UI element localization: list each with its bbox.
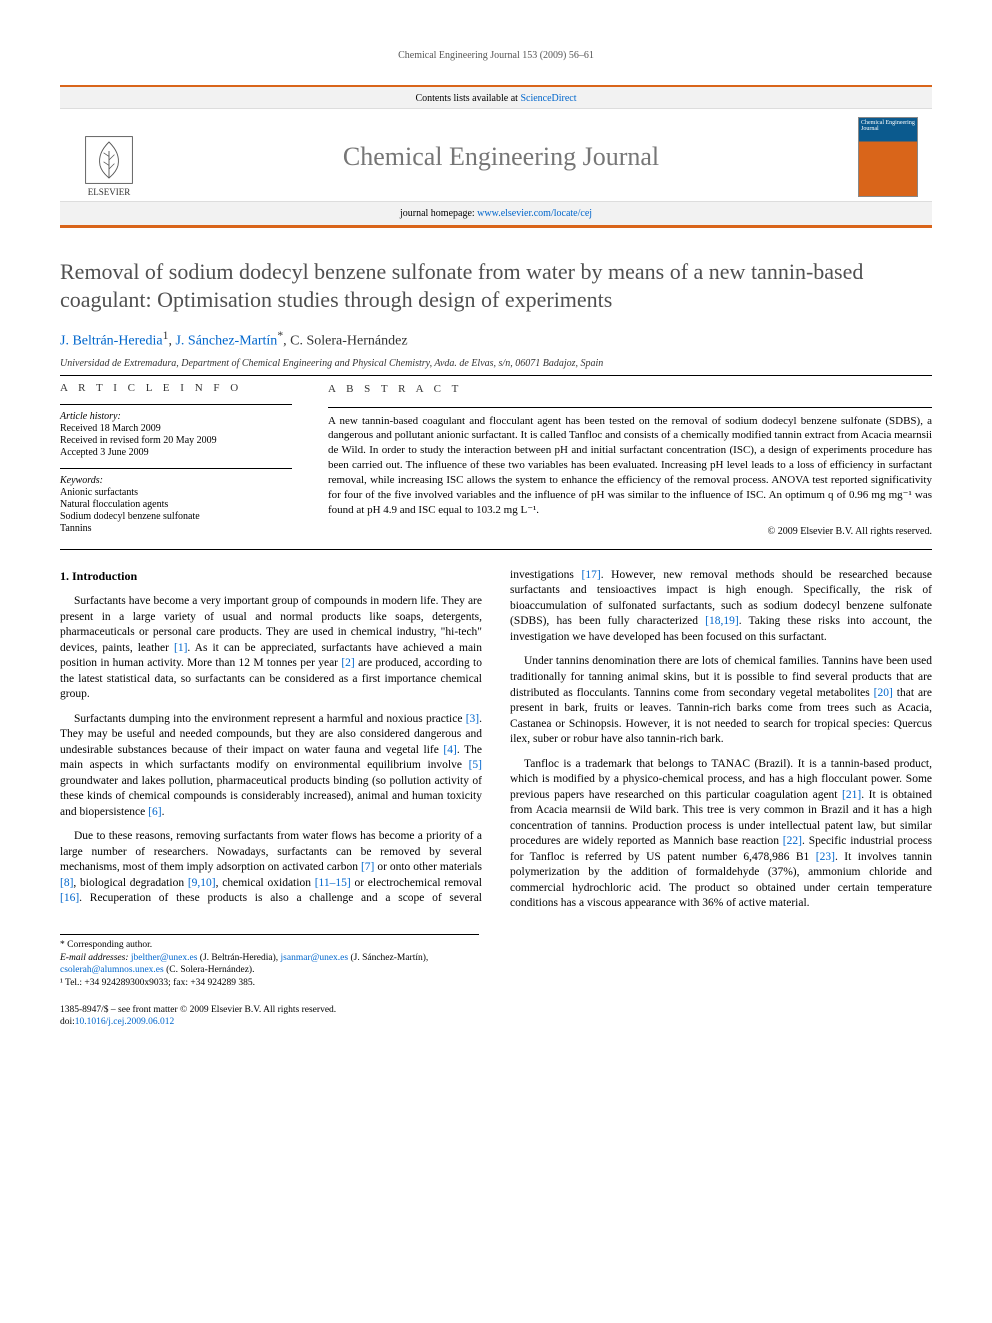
history-label: Article history:: [60, 411, 292, 422]
citation-link[interactable]: [17]: [582, 569, 601, 581]
citation-link[interactable]: [8]: [60, 877, 73, 889]
author-link[interactable]: J. Beltrán-Heredia: [60, 334, 163, 349]
article-meta: a r t i c l e i n f o Article history: R…: [60, 382, 932, 539]
paragraph: Surfactants have become a very important…: [60, 594, 482, 703]
email-line: E-mail addresses: jbelther@unex.es (J. B…: [60, 952, 479, 978]
banner-main: ELSEVIER Chemical Engineering Journal Ch…: [60, 109, 932, 201]
footer: 1385-8947/$ – see front matter © 2009 El…: [60, 1004, 932, 1029]
elsevier-label: ELSEVIER: [88, 187, 131, 197]
front-matter: 1385-8947/$ – see front matter © 2009 El…: [60, 1004, 932, 1016]
paragraph: Under tannins denomination there are lot…: [510, 654, 932, 747]
footnotes: * Corresponding author. E-mail addresses…: [60, 934, 479, 990]
history-revised: Received in revised form 20 May 2009: [60, 435, 292, 446]
citation-link[interactable]: [11–15]: [315, 877, 351, 889]
author-link[interactable]: J. Sánchez-Martín: [175, 334, 277, 349]
sciencedirect-link[interactable]: ScienceDirect: [520, 93, 576, 104]
banner-homepage-bar: journal homepage: www.elsevier.com/locat…: [60, 201, 932, 225]
homepage-label: journal homepage:: [400, 208, 477, 219]
citation-link[interactable]: [9,10]: [188, 877, 216, 889]
elsevier-tree-icon: [82, 133, 136, 187]
article-info-label: a r t i c l e i n f o: [60, 382, 292, 394]
keywords-label: Keywords:: [60, 475, 292, 486]
elsevier-logo: ELSEVIER: [74, 117, 144, 197]
affiliation: Universidad de Extremadura, Department o…: [60, 358, 932, 369]
journal-banner: Contents lists available at ScienceDirec…: [60, 85, 932, 228]
citation-link[interactable]: [21]: [842, 789, 861, 801]
citation-link[interactable]: [18,19]: [705, 615, 739, 627]
abstract-text: A new tannin-based coagulant and floccul…: [328, 414, 932, 518]
email-label: E-mail addresses:: [60, 953, 131, 963]
keyword: Natural flocculation agents: [60, 499, 292, 510]
citation-link[interactable]: [22]: [783, 835, 802, 847]
divider: [60, 375, 932, 376]
article-body: 1. Introduction Surfactants have become …: [60, 568, 932, 914]
tel-line: ¹ Tel.: +34 924289300x9033; fax: +34 924…: [60, 977, 479, 990]
citation-link[interactable]: [2]: [341, 657, 354, 669]
doi-link[interactable]: 10.1016/j.cej.2009.06.012: [75, 1017, 174, 1027]
divider: [60, 468, 292, 469]
article-title: Removal of sodium dodecyl benzene sulfon…: [60, 258, 932, 313]
citation-link[interactable]: [4]: [443, 744, 456, 756]
divider: [60, 549, 932, 550]
history-accepted: Accepted 3 June 2009: [60, 447, 292, 458]
authors: J. Beltrán-Heredia1, J. Sánchez-Martín*,…: [60, 329, 932, 350]
email-link[interactable]: csolerah@alumnos.unex.es: [60, 965, 164, 975]
abstract-copyright: © 2009 Elsevier B.V. All rights reserved…: [328, 525, 932, 539]
running-header: Chemical Engineering Journal 153 (2009) …: [60, 50, 932, 61]
keyword: Anionic surfactants: [60, 487, 292, 498]
contents-text: Contents lists available at: [415, 93, 520, 104]
abstract: a b s t r a c t A new tannin-based coagu…: [328, 382, 932, 539]
banner-contents-bar: Contents lists available at ScienceDirec…: [60, 87, 932, 109]
citation-link[interactable]: [16]: [60, 892, 79, 904]
citation-link[interactable]: [7]: [361, 861, 374, 873]
keyword: Tannins: [60, 523, 292, 534]
cover-text: Chemical Engineering Journal: [861, 120, 915, 132]
homepage-link[interactable]: www.elsevier.com/locate/cej: [477, 208, 592, 219]
journal-cover-icon: Chemical Engineering Journal: [858, 117, 918, 197]
section-heading: 1. Introduction: [60, 568, 482, 584]
email-link[interactable]: jbelther@unex.es: [131, 953, 198, 963]
paragraph: Tanfloc is a trademark that belongs to T…: [510, 757, 932, 912]
page: Chemical Engineering Journal 153 (2009) …: [0, 0, 992, 1069]
citation-link[interactable]: [20]: [874, 687, 893, 699]
article-info: a r t i c l e i n f o Article history: R…: [60, 382, 292, 539]
history-received: Received 18 March 2009: [60, 423, 292, 434]
citation-link[interactable]: [5]: [469, 759, 482, 771]
citation-link[interactable]: [3]: [466, 713, 479, 725]
citation-link[interactable]: [23]: [816, 851, 835, 863]
citation-link[interactable]: [6]: [148, 806, 161, 818]
corresponding-author: * Corresponding author.: [60, 939, 479, 952]
keyword: Sodium dodecyl benzene sulfonate: [60, 511, 292, 522]
email-link[interactable]: jsanmar@unex.es: [281, 953, 349, 963]
journal-name: Chemical Engineering Journal: [144, 142, 858, 172]
citation-link[interactable]: [1]: [174, 642, 187, 654]
abstract-label: a b s t r a c t: [328, 382, 932, 397]
divider: [60, 404, 292, 405]
divider: [328, 407, 932, 408]
paragraph: Surfactants dumping into the environment…: [60, 712, 482, 821]
doi-line: doi:10.1016/j.cej.2009.06.012: [60, 1016, 932, 1028]
